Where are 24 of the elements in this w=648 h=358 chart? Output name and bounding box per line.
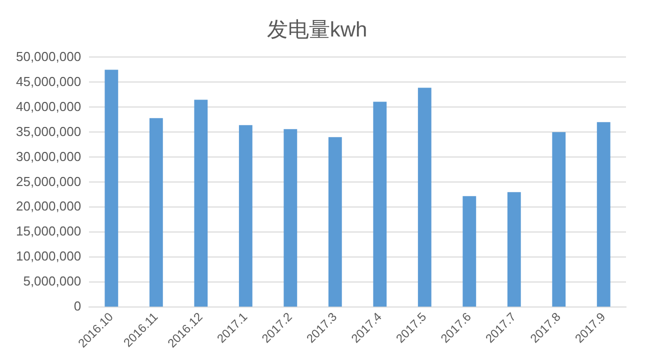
y-tick-label: 5,000,000	[23, 274, 82, 289]
y-tick-label: 30,000,000	[16, 148, 82, 164]
y-tick-label: 50,000,000	[16, 48, 82, 64]
bar	[328, 137, 342, 307]
bar	[284, 129, 298, 307]
chart-title: 发电量kwh	[266, 18, 368, 42]
bar	[238, 125, 252, 307]
bar	[596, 122, 610, 307]
bar	[194, 100, 208, 307]
bar	[507, 192, 521, 307]
y-tick-label: 0	[74, 298, 82, 314]
bar	[149, 118, 163, 307]
bar	[418, 88, 432, 307]
bar	[104, 70, 118, 307]
y-tick-label: 10,000,000	[16, 248, 82, 264]
y-tick-label: 40,000,000	[16, 98, 82, 114]
bar	[462, 196, 476, 307]
y-tick-label: 15,000,000	[16, 224, 82, 239]
y-tick-label: 45,000,000	[16, 74, 82, 89]
bar	[373, 102, 387, 307]
bar	[552, 132, 566, 307]
y-tick-label: 25,000,000	[16, 174, 82, 189]
y-tick-label: 35,000,000	[16, 124, 82, 139]
y-tick-label: 20,000,000	[16, 198, 82, 214]
